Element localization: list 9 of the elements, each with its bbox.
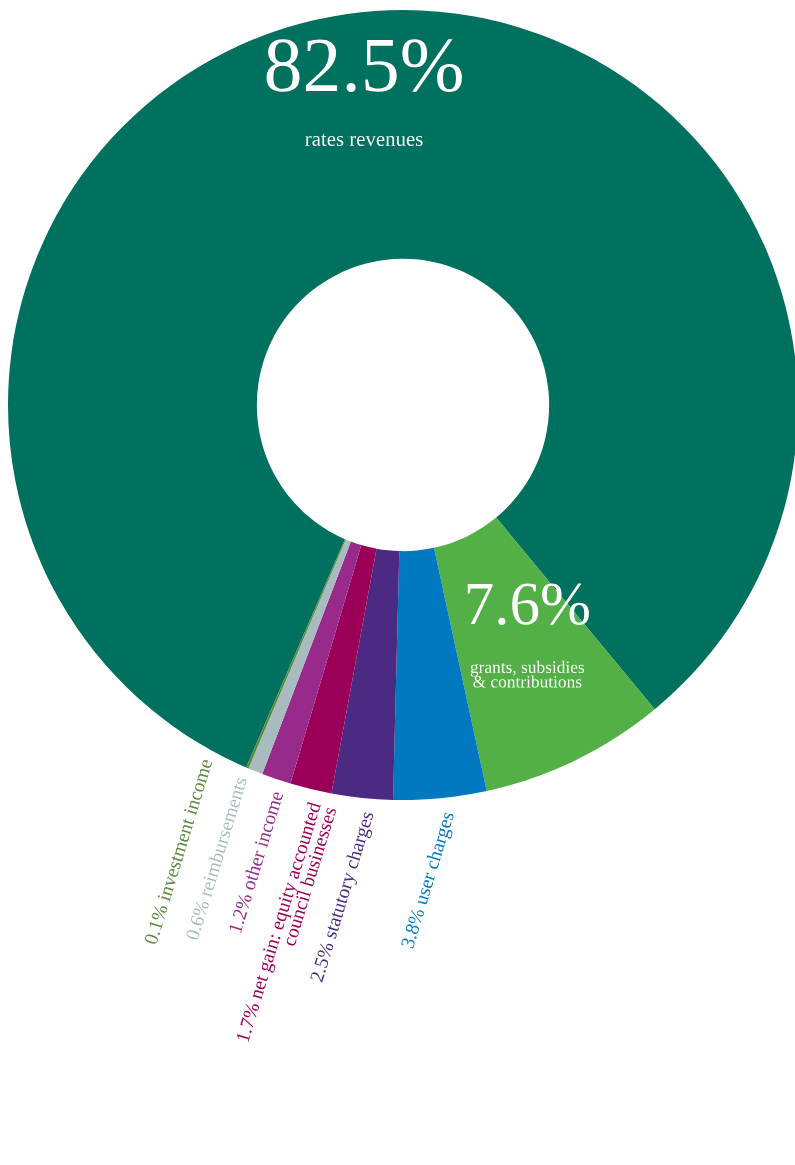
donut-slice xyxy=(331,548,400,800)
donut-slice xyxy=(290,545,377,794)
slice-label: rates revenues xyxy=(305,133,423,146)
data-label: 82.5% xyxy=(266,39,462,93)
data-label: 7.6% xyxy=(467,583,589,625)
donut-slice xyxy=(433,517,655,792)
slice-label: 3.8% user charges xyxy=(400,810,458,950)
donut-slice xyxy=(262,541,362,784)
slice-label: grants, subsidies & contributions xyxy=(470,660,585,688)
